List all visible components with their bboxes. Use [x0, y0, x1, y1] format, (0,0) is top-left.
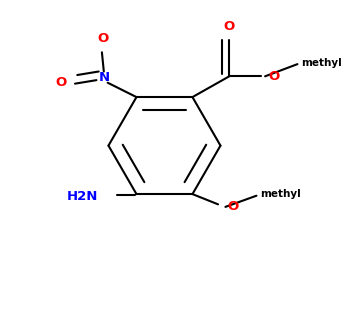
Text: O: O	[55, 76, 66, 89]
Text: O: O	[97, 32, 108, 45]
Text: H2N: H2N	[67, 190, 98, 203]
Text: methyl: methyl	[301, 58, 341, 68]
Text: O: O	[224, 20, 235, 33]
Text: methyl: methyl	[260, 189, 300, 199]
Text: O: O	[228, 200, 239, 213]
Text: O: O	[268, 70, 279, 83]
Text: N: N	[99, 71, 110, 84]
